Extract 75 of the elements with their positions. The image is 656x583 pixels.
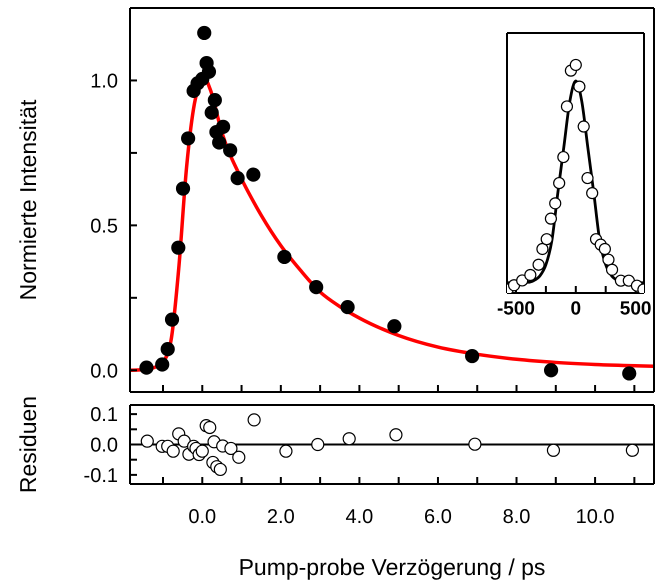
point xyxy=(553,176,566,190)
point xyxy=(389,428,403,442)
point xyxy=(309,280,324,294)
x-tick-label: 6.0 xyxy=(424,506,452,528)
point xyxy=(581,172,594,184)
x-tick-label: 0 xyxy=(570,298,582,320)
point xyxy=(216,120,230,134)
point xyxy=(202,64,216,79)
point xyxy=(230,171,245,186)
point xyxy=(204,106,219,120)
y-axis-title: Normierte Intensität xyxy=(15,99,42,300)
point xyxy=(598,242,611,256)
point xyxy=(524,268,536,282)
point xyxy=(622,366,636,381)
point xyxy=(573,80,586,93)
x-tick-label: 4.0 xyxy=(345,506,374,528)
x-tick-label: 0.0 xyxy=(188,506,216,528)
point xyxy=(311,438,324,452)
point xyxy=(544,363,558,378)
point xyxy=(557,150,570,164)
point xyxy=(160,342,175,356)
point xyxy=(387,319,402,334)
point xyxy=(166,444,180,458)
point xyxy=(468,438,482,451)
point xyxy=(560,100,574,113)
x-tick-label: 8.0 xyxy=(502,506,530,528)
x-tick-label: 2.0 xyxy=(266,506,295,528)
x-tick-label: 500 xyxy=(620,298,652,320)
y-axis-title: Residuen xyxy=(15,396,42,494)
point xyxy=(532,258,545,271)
point xyxy=(196,444,209,458)
x-tick-label: -500 xyxy=(496,298,535,320)
point xyxy=(140,434,154,448)
point xyxy=(342,432,356,446)
point xyxy=(155,357,170,372)
point xyxy=(465,348,480,364)
y-tick-label: 0.5 xyxy=(90,215,118,238)
point xyxy=(171,240,186,255)
point xyxy=(139,360,154,375)
point xyxy=(340,300,355,314)
y-tick-label: 0.1 xyxy=(90,404,118,426)
point xyxy=(586,187,598,200)
point xyxy=(203,420,216,434)
y-tick-label: 1.0 xyxy=(90,70,118,93)
point xyxy=(549,197,562,210)
point xyxy=(544,212,558,225)
point xyxy=(178,434,191,448)
point xyxy=(626,444,639,457)
point xyxy=(208,93,222,108)
point xyxy=(516,274,528,287)
point xyxy=(540,233,553,246)
point xyxy=(212,135,226,150)
point xyxy=(570,58,582,72)
point xyxy=(224,442,238,456)
point xyxy=(578,120,590,133)
point xyxy=(223,143,238,158)
point xyxy=(602,254,615,266)
point xyxy=(606,264,618,276)
point xyxy=(246,168,260,182)
point xyxy=(546,444,560,457)
point xyxy=(279,444,293,458)
point xyxy=(277,250,292,264)
point xyxy=(164,312,180,327)
point xyxy=(181,131,196,146)
y-tick-label: 0.0 xyxy=(90,360,118,382)
point xyxy=(214,462,227,476)
point xyxy=(536,242,549,256)
point xyxy=(197,26,212,40)
point xyxy=(176,181,190,196)
x-tick-label: 10.0 xyxy=(576,506,615,528)
y-tick-label: -0.1 xyxy=(84,464,118,487)
point xyxy=(232,450,246,464)
y-tick-label: 0.0 xyxy=(90,434,118,457)
x-axis-title: Pump-probe Verzögerung / ps xyxy=(238,554,546,580)
point xyxy=(248,413,261,426)
